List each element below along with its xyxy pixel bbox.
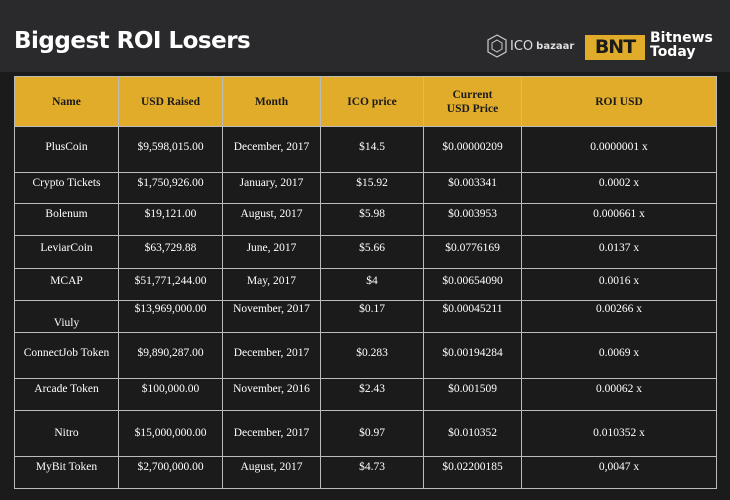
icobazaar-logo: ICO bazaar <box>487 34 574 58</box>
cell-name: Bolenum <box>14 203 119 236</box>
cell-current-usd-price: $0.010352 <box>423 410 522 457</box>
table-row: Crypto Tickets $1,750,926.00 January, 2017… <box>14 172 717 204</box>
cell-ico-price: $2.43 <box>320 378 424 411</box>
roi-losers-table: Name USD Raised Month ICO price Current USD … <box>14 76 717 489</box>
cell-name: Arcade Token <box>14 378 119 411</box>
cell-name: LeviarCoin <box>14 235 119 269</box>
cell-ico-price: $4 <box>320 268 424 301</box>
cell-ico-price: $14.5 <box>320 126 424 173</box>
cell-name: PlusCoin <box>14 126 119 173</box>
table-row: LeviarCoin $63,729.88 June, 2017 $5.66 $0.07… <box>14 235 717 269</box>
bitnews-text: Bitnews <box>650 30 713 46</box>
cell-name: Viuly <box>14 300 119 333</box>
column-header-name: Name <box>14 76 119 127</box>
cell-ico-price: $0.17 <box>320 300 424 333</box>
today-text: Today <box>650 44 696 60</box>
table-row: Bolenum $19,121.00 August, 2017 $5.98 $0.003… <box>14 203 717 236</box>
icobazaar-icon <box>487 34 507 58</box>
cell-usd-raised: $51,771,244.00 <box>118 268 223 301</box>
cell-name: Crypto Tickets <box>14 172 119 204</box>
cell-current-usd-price: $0.003953 <box>423 203 522 236</box>
cell-name: ConnectJob Token <box>14 332 119 379</box>
cell-month: November, 2017 <box>222 300 321 333</box>
cell-roi-usd: 0.00062 x <box>521 378 717 411</box>
cell-month: November, 2016 <box>222 378 321 411</box>
cell-month: May, 2017 <box>222 268 321 301</box>
cell-roi-usd: 0.0002 x <box>521 172 717 204</box>
cell-current-usd-price: $0.003341 <box>423 172 522 204</box>
cell-usd-raised: $19,121.00 <box>118 203 223 236</box>
cell-month: June, 2017 <box>222 235 321 269</box>
table-row: MCAP $51,771,244.00 May, 2017 $4 $0.00654090… <box>14 268 717 301</box>
cell-usd-raised: $1,750,926.00 <box>118 172 223 204</box>
cell-month: December, 2017 <box>222 126 321 173</box>
table-row: Nitro $15,000,000.00 December, 2017 $0.97 $0… <box>14 410 717 457</box>
table-row: ConnectJob Token $9,890,287.00 December, 2… <box>14 332 717 379</box>
cell-name: Nitro <box>14 410 119 457</box>
icobazaar-bold-text: bazaar <box>536 40 575 52</box>
cell-name: MCAP <box>14 268 119 301</box>
column-header-ico-price: ICO price <box>320 76 424 127</box>
table-row: PlusCoin $9,598,015.00 December, 2017 $14.5… <box>14 126 717 173</box>
cell-current-usd-price: $0.00194284 <box>423 332 522 379</box>
cell-month: August, 2017 <box>222 456 321 489</box>
cell-roi-usd: 0,0047 x <box>521 456 717 489</box>
cell-roi-usd: 0.0137 x <box>521 235 717 269</box>
column-header-current-usd-price: Current USD Price <box>423 76 522 127</box>
cell-roi-usd: 0.0069 x <box>521 332 717 379</box>
cell-current-usd-price: $0.00000209 <box>423 126 522 173</box>
cell-current-usd-price: $0.02200185 <box>423 456 522 489</box>
cell-usd-raised: $13,969,000.00 <box>118 300 223 333</box>
cell-usd-raised: $63,729.88 <box>118 235 223 269</box>
table-row: Arcade Token $100,000.00 November, 2016 $2.… <box>14 378 717 411</box>
table-row: MyBit Token $2,700,000.00 August, 2017 $4.7… <box>14 456 717 489</box>
cell-current-usd-price: $0.00654090 <box>423 268 522 301</box>
cell-ico-price: $4.73 <box>320 456 424 489</box>
header-band: Biggest ROI Losers ICO bazaar BNT Bitnews… <box>0 0 730 72</box>
cell-roi-usd: 0.00266 x <box>521 300 717 333</box>
cell-usd-raised: $9,598,015.00 <box>118 126 223 173</box>
cell-name: MyBit Token <box>14 456 119 489</box>
table-header-row: Name USD Raised Month ICO price Current USD … <box>14 76 717 127</box>
column-header-usd-raised: USD Raised <box>118 76 223 127</box>
cell-usd-raised: $9,890,287.00 <box>118 332 223 379</box>
cell-current-usd-price: $0.00045211 <box>423 300 522 333</box>
cell-ico-price: $0.97 <box>320 410 424 457</box>
cell-current-usd-price: $0.001509 <box>423 378 522 411</box>
cell-ico-price: $15.92 <box>320 172 424 204</box>
cell-roi-usd: 0.000661 x <box>521 203 717 236</box>
column-header-month: Month <box>222 76 321 127</box>
cell-roi-usd: 0.0016 x <box>521 268 717 301</box>
cell-usd-raised: $15,000,000.00 <box>118 410 223 457</box>
cell-current-usd-price: $0.0776169 <box>423 235 522 269</box>
cell-ico-price: $0.283 <box>320 332 424 379</box>
bitnews-today-logo: Bitnews Today <box>650 31 713 59</box>
table-row: Viuly $13,969,000.00 November, 2017 $0.17 $0… <box>14 300 717 333</box>
cell-roi-usd: 0.0000001 x <box>521 126 717 173</box>
cell-month: January, 2017 <box>222 172 321 204</box>
cell-month: December, 2017 <box>222 332 321 379</box>
cell-usd-raised: $100,000.00 <box>118 378 223 411</box>
cell-roi-usd: 0.010352 x <box>521 410 717 457</box>
cell-month: December, 2017 <box>222 410 321 457</box>
cell-ico-price: $5.98 <box>320 203 424 236</box>
page-title: Biggest ROI Losers <box>14 28 251 54</box>
cell-ico-price: $5.66 <box>320 235 424 269</box>
column-header-roi-usd: ROI USD <box>521 76 717 127</box>
bnt-logo: BNT <box>585 35 645 60</box>
cell-usd-raised: $2,700,000.00 <box>118 456 223 489</box>
icobazaar-text: ICO <box>510 38 534 54</box>
cell-month: August, 2017 <box>222 203 321 236</box>
